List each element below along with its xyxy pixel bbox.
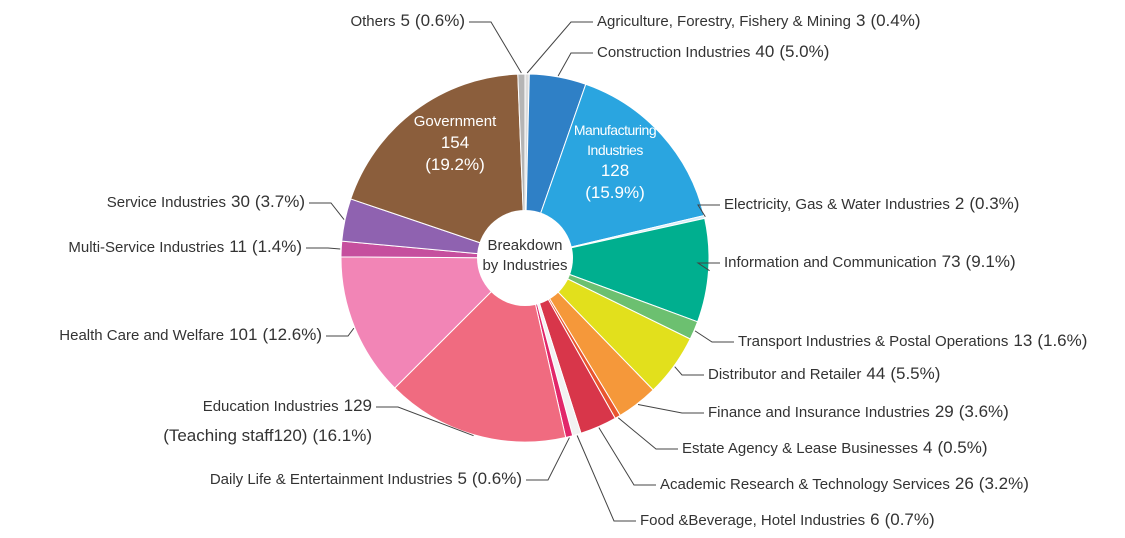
category-label: Distributor and Retailer — [708, 366, 861, 383]
category-label: Manufacturing Industries — [573, 122, 657, 158]
leader-line — [617, 417, 678, 450]
leader-line — [526, 437, 570, 481]
category-label: Information and Communication — [724, 254, 937, 271]
percent-label: (0.5%) — [937, 438, 987, 457]
category-label: Service Industries — [107, 194, 226, 211]
slice-label: Multi-Service Industries 11 (1.4%) — [68, 237, 302, 256]
slice-label: Daily Life & Entertainment Industries 5 (0… — [210, 469, 522, 488]
slice-label: Education Industries 129 — [203, 396, 372, 415]
slice-label: Service Industries 30 (3.7%) — [107, 192, 305, 211]
center-label: Breakdown by Industries — [482, 237, 568, 274]
slice-label: Agriculture, Forestry, Fishery & Mining 3… — [597, 11, 921, 30]
value-label: 5 — [457, 469, 466, 488]
slice-label: (Teaching staff120) (16.1%) — [163, 426, 372, 445]
leader-line — [326, 327, 355, 337]
percent-label: (0.7%) — [885, 510, 935, 529]
leader-line — [469, 21, 522, 74]
inside-label-box: Manufacturing Industries 128 (15.9%) — [550, 120, 680, 204]
category-label: Transport Industries & Postal Operations — [738, 333, 1008, 350]
percent-label: (0.6%) — [415, 11, 465, 30]
percent-label: (1.4%) — [252, 237, 302, 256]
category-label: Electricity, Gas & Water Industries — [724, 196, 950, 213]
leader-line — [557, 52, 593, 77]
value-label: 26 — [955, 474, 974, 493]
category-label: Government — [413, 113, 497, 130]
percent-label: (3.6%) — [959, 402, 1009, 421]
leader-line — [637, 403, 704, 414]
leader-line — [598, 427, 656, 486]
leader-line — [526, 21, 593, 74]
percent-label: (0.3%) — [969, 194, 1019, 213]
value-label: 44 — [866, 364, 885, 383]
leader-line — [697, 204, 720, 217]
center-label-box: Breakdown by Industries — [482, 237, 568, 274]
category-label: Daily Life & Entertainment Industries — [210, 471, 453, 488]
slice-label: Electricity, Gas & Water Industries 2 (0.3… — [724, 194, 1019, 213]
leader-line — [674, 366, 704, 376]
slice-label: Finance and Insurance Industries 29 (3.6%) — [708, 402, 1009, 421]
percent-label: (19.2%) — [425, 155, 485, 174]
slice-label: Academic Research & Technology Services 2… — [660, 474, 1029, 493]
value-label: 5 — [400, 11, 409, 30]
slice-label: Construction Industries 40 (5.0%) — [597, 42, 829, 61]
inside-label-box: Government 154 (19.2%) — [390, 112, 520, 176]
category-label: Construction Industries — [597, 44, 750, 61]
value-label: 6 — [870, 510, 879, 529]
value-label: 154 — [440, 133, 470, 152]
percent-label: (12.6%) — [262, 325, 322, 344]
percent-label: (1.6%) — [1037, 331, 1087, 350]
value-label: 4 — [923, 438, 932, 457]
leader-line — [694, 330, 734, 343]
slice-label: Distributor and Retailer 44 (5.5%) — [708, 364, 940, 383]
value-label: 3 — [856, 11, 865, 30]
percent-label: (16.1%) — [312, 426, 372, 445]
detail-label: (Teaching staff120) — [163, 426, 307, 445]
leader-line — [309, 202, 345, 220]
value-label: 128 — [600, 161, 630, 180]
leader-line — [576, 435, 636, 522]
value-label: 73 — [942, 252, 961, 271]
percent-label: (9.1%) — [966, 252, 1016, 271]
percent-label: (0.4%) — [870, 11, 920, 30]
slice-label: Estate Agency & Lease Businesses 4 (0.5%) — [682, 438, 988, 457]
slice — [524, 83, 705, 259]
leader-line — [306, 247, 341, 250]
value-label: 11 — [229, 237, 247, 256]
value-label: 2 — [955, 194, 964, 213]
category-label: Agriculture, Forestry, Fishery & Mining — [597, 13, 851, 30]
leader-line — [696, 262, 720, 272]
slice-label: Others 5 (0.6%) — [350, 11, 465, 30]
percent-label: (0.6%) — [472, 469, 522, 488]
center-hole — [477, 210, 573, 306]
leader-line — [376, 406, 474, 437]
value-label: 30 — [231, 192, 250, 211]
inside-label: Government 154 (19.2%) — [390, 112, 520, 176]
slice-label: Transport Industries & Postal Operations… — [738, 331, 1087, 350]
percent-label: (5.0%) — [779, 42, 829, 61]
percent-label: (15.9%) — [585, 183, 645, 202]
slice-label: Information and Communication 73 (9.1%) — [724, 252, 1016, 271]
category-label: Academic Research & Technology Services — [660, 476, 950, 493]
value-label: 129 — [344, 396, 372, 415]
slice — [350, 73, 526, 259]
category-label: Health Care and Welfare — [59, 327, 224, 344]
value-label: 13 — [1013, 331, 1032, 350]
value-label: 29 — [935, 402, 954, 421]
percent-label: (5.5%) — [890, 364, 940, 383]
category-label: Education Industries — [203, 398, 339, 415]
value-label: 101 — [229, 325, 257, 344]
inside-label: Manufacturing Industries 128 (15.9%) — [550, 120, 680, 204]
percent-label: (3.7%) — [255, 192, 305, 211]
category-label: Finance and Insurance Industries — [708, 404, 930, 421]
slice-label: Health Care and Welfare 101 (12.6%) — [59, 325, 322, 344]
percent-label: (3.2%) — [979, 474, 1029, 493]
category-label: Estate Agency & Lease Businesses — [682, 440, 918, 457]
slice — [340, 256, 527, 389]
category-label: Multi-Service Industries — [68, 239, 224, 256]
slice-label: Food &Beverage, Hotel Industries 6 (0.7%) — [640, 510, 935, 529]
category-label: Others — [350, 13, 395, 30]
value-label: 40 — [755, 42, 774, 61]
category-label: Food &Beverage, Hotel Industries — [640, 512, 865, 529]
